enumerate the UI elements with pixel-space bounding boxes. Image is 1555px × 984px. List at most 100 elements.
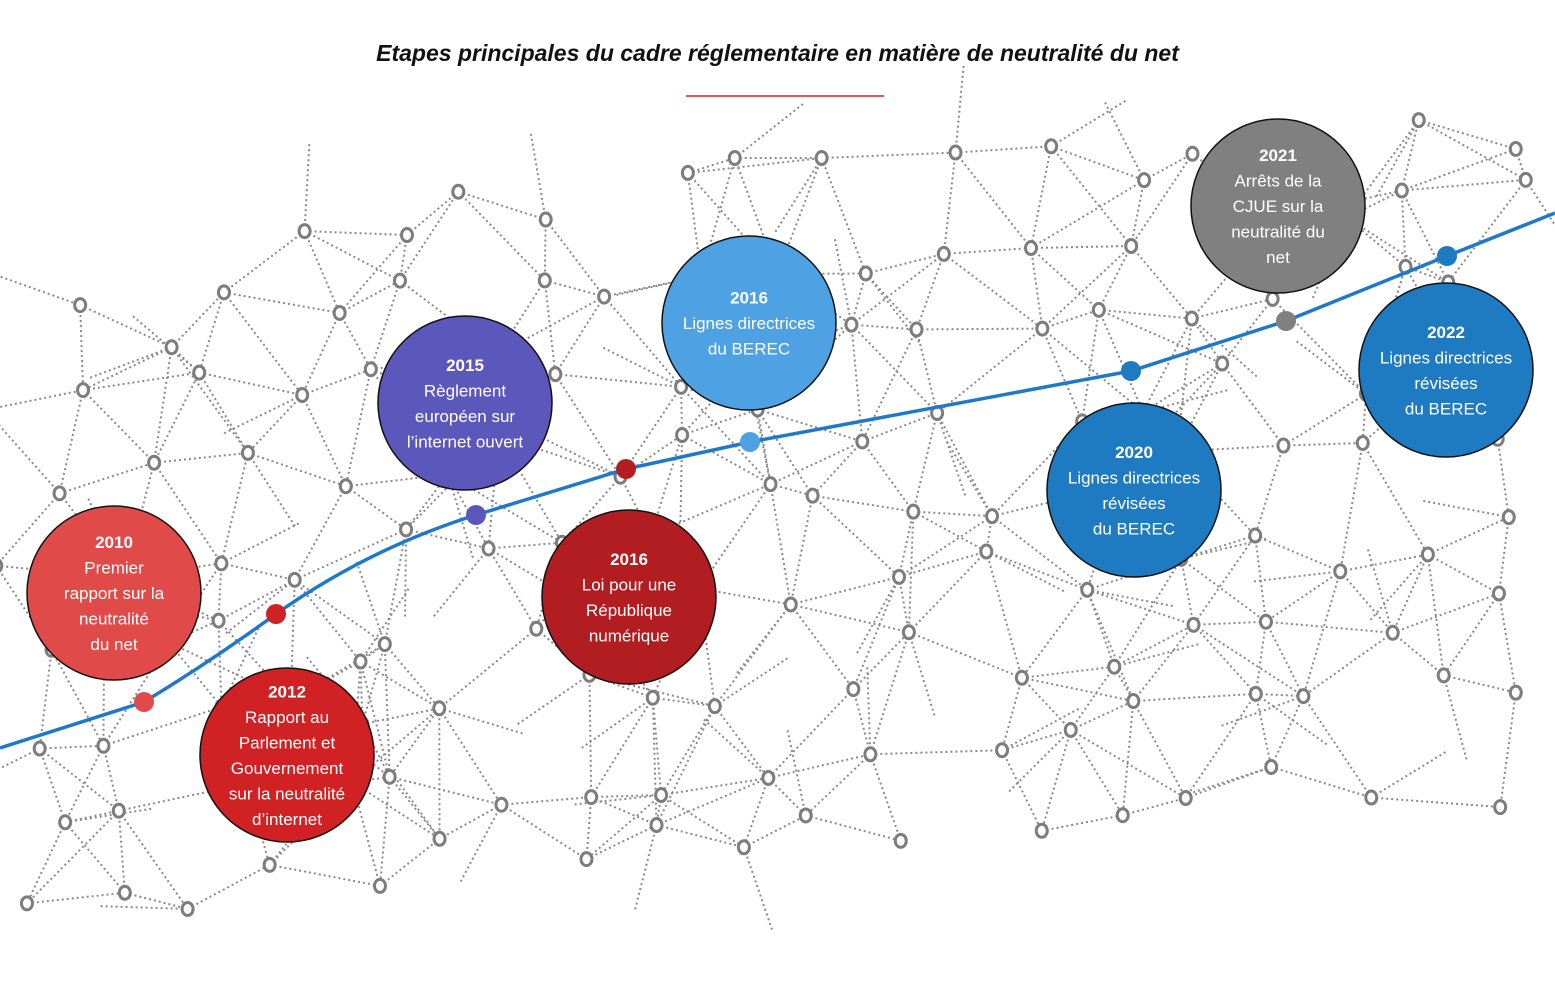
network-link	[1030, 146, 1053, 249]
network-link	[168, 619, 219, 644]
network-link	[0, 424, 61, 494]
network-link	[301, 394, 347, 487]
network-link	[833, 236, 853, 325]
network-link	[124, 891, 188, 910]
network-link	[217, 563, 223, 621]
network-node	[1420, 546, 1435, 563]
network-link	[1097, 309, 1144, 413]
network-node	[1080, 581, 1095, 598]
network-link	[199, 371, 303, 396]
network-node	[680, 164, 695, 181]
network-link	[869, 631, 910, 755]
network-link	[554, 296, 605, 375]
network-node	[814, 150, 829, 167]
network-link	[821, 151, 956, 160]
network-link	[954, 62, 965, 153]
network-link	[438, 707, 526, 736]
network-node	[1185, 145, 1200, 162]
network-node	[645, 689, 660, 706]
network-link	[600, 345, 682, 388]
network-link	[1392, 592, 1500, 634]
network-link	[907, 511, 915, 633]
network-link	[1218, 695, 1304, 728]
milestone-year: 2010	[95, 533, 133, 552]
milestone-description-line: révisées	[1102, 494, 1165, 513]
timeline-marker-2022	[1437, 246, 1457, 266]
network-link	[1400, 119, 1420, 191]
network-link	[912, 510, 987, 553]
network-link	[1370, 749, 1449, 799]
network-link	[338, 234, 408, 314]
milestone-description-line: du BEREC	[1093, 519, 1175, 538]
network-link	[985, 550, 1067, 594]
network-link	[187, 863, 271, 910]
milestone-description-line: l’internet ouvert	[407, 432, 524, 451]
network-link	[656, 824, 745, 849]
milestone-description-line: neutralité	[79, 610, 149, 629]
network-node	[399, 227, 414, 244]
network-link	[198, 372, 249, 454]
network-link	[870, 749, 1003, 756]
network-node	[858, 265, 873, 282]
network-link	[898, 576, 910, 633]
network-link	[369, 280, 401, 370]
milestone-circle	[26, 505, 202, 681]
network-link	[619, 476, 652, 536]
network-link	[865, 252, 945, 275]
milestone-description-line: Lignes directrices	[1068, 468, 1200, 487]
network-link	[388, 776, 441, 840]
network-link	[220, 521, 302, 565]
network-link	[789, 603, 855, 690]
network-link	[585, 794, 662, 860]
network-node	[262, 856, 277, 873]
network-link	[652, 696, 715, 708]
network-link	[852, 576, 900, 690]
network-node	[1178, 790, 1193, 807]
network-link	[1302, 631, 1394, 697]
network-link	[301, 312, 341, 396]
network-node	[736, 839, 751, 856]
network-link	[487, 547, 538, 630]
network-link	[1497, 593, 1517, 693]
network-link	[1293, 338, 1367, 395]
milestone-description-line: Gouvernement	[231, 759, 344, 778]
network-link	[1443, 674, 1517, 694]
network-link	[869, 753, 902, 842]
network-link	[500, 803, 588, 860]
network-link	[687, 157, 736, 174]
network-link	[850, 273, 867, 325]
network-link	[1361, 393, 1367, 444]
network-link	[660, 794, 745, 849]
network-link	[97, 905, 188, 910]
network-link	[769, 483, 792, 605]
network-link	[539, 435, 621, 478]
network-link	[767, 777, 807, 817]
network-link	[1270, 695, 1305, 768]
network-link	[700, 157, 736, 277]
network-link	[102, 745, 120, 811]
network-link	[734, 603, 792, 676]
network-link	[1041, 328, 1084, 422]
network-link	[679, 435, 684, 526]
network-node	[111, 802, 126, 819]
network-link	[1426, 554, 1445, 676]
network-link	[1420, 499, 1509, 519]
network-node	[1508, 140, 1523, 157]
network-link	[1367, 553, 1429, 623]
network-node	[1035, 320, 1050, 337]
network-link	[247, 394, 303, 454]
network-node	[1276, 437, 1291, 454]
network-link	[908, 631, 1023, 679]
network-link	[1130, 179, 1146, 247]
milestone-description-line: Loi pour une	[582, 575, 677, 594]
network-node	[332, 304, 347, 321]
timeline-markers	[134, 246, 1457, 712]
network-node	[1107, 658, 1122, 675]
network-link	[447, 473, 490, 549]
network-link	[294, 579, 386, 645]
network-link	[861, 329, 918, 442]
network-link	[1050, 145, 1132, 247]
network-node	[1186, 616, 1201, 633]
network-link	[431, 547, 490, 620]
network-link	[1006, 729, 1072, 795]
